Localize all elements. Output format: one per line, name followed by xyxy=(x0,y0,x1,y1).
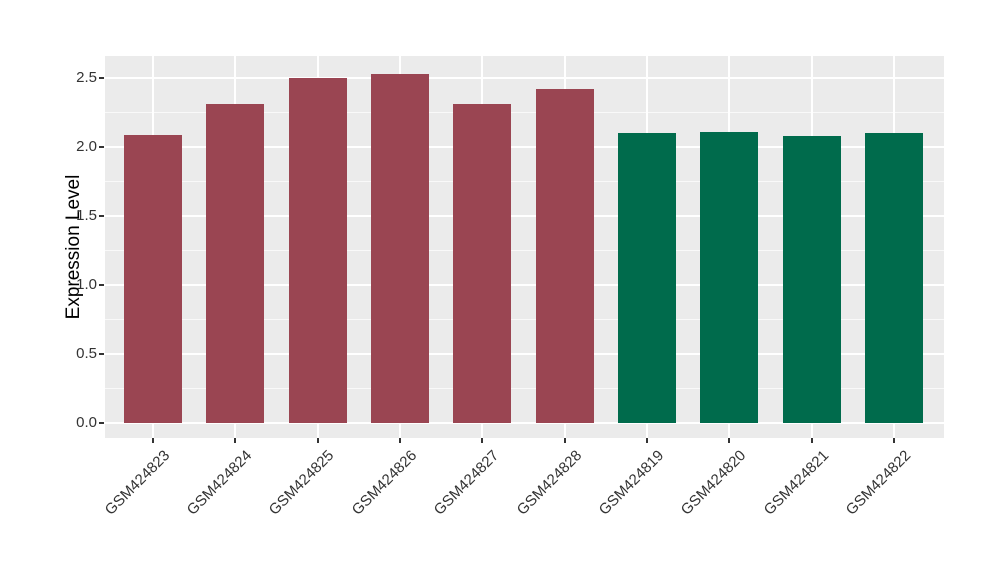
bar xyxy=(371,73,430,423)
x-tick-mark xyxy=(316,438,319,443)
x-tick-label: GSM424823 xyxy=(101,447,174,519)
bar xyxy=(782,135,841,423)
plot-panel xyxy=(105,56,944,438)
major-gridline xyxy=(105,422,944,424)
bar xyxy=(124,134,182,423)
x-tick-mark xyxy=(810,438,813,443)
y-tick-label: 0.0 xyxy=(76,414,97,431)
y-tick-label: 0.5 xyxy=(76,345,97,362)
y-tick-label: 2.0 xyxy=(76,138,97,155)
bar xyxy=(700,131,759,423)
bar xyxy=(535,89,594,423)
bar xyxy=(865,133,924,423)
y-axis-title: Expression Level xyxy=(63,174,84,320)
y-tick-label: 1.5 xyxy=(76,207,97,224)
minor-gridline xyxy=(105,112,944,113)
x-tick-label: GSM424826 xyxy=(348,447,421,519)
y-tick-mark xyxy=(99,146,104,148)
y-tick-mark xyxy=(99,215,104,217)
x-tick-label: GSM424827 xyxy=(430,447,503,519)
bar xyxy=(618,133,677,423)
x-tick-label: GSM424824 xyxy=(183,447,256,519)
y-tick-label: 1.0 xyxy=(76,276,97,293)
major-gridline xyxy=(105,284,944,286)
major-gridline xyxy=(105,353,944,355)
minor-gridline xyxy=(105,388,944,389)
x-tick-mark xyxy=(399,438,402,443)
bar xyxy=(453,104,512,423)
x-tick-label: GSM424828 xyxy=(513,447,585,519)
x-tick-mark xyxy=(893,438,896,443)
x-tick-mark xyxy=(152,438,154,443)
x-tick-label: GSM424820 xyxy=(677,447,750,519)
minor-gridline xyxy=(105,181,944,182)
major-gridline xyxy=(105,77,944,79)
y-tick-label: 2.5 xyxy=(76,69,97,86)
x-tick-label: GSM424825 xyxy=(266,447,338,519)
y-tick-mark xyxy=(99,284,104,286)
major-gridline xyxy=(105,215,944,217)
bar xyxy=(288,78,347,423)
x-tick-label: GSM424821 xyxy=(760,447,832,519)
x-tick-label: GSM424822 xyxy=(842,447,915,519)
y-tick-mark xyxy=(99,77,104,79)
x-tick-mark xyxy=(481,438,484,443)
x-tick-mark xyxy=(728,438,731,443)
x-tick-mark xyxy=(563,438,566,443)
x-tick-mark xyxy=(234,438,237,443)
x-tick-mark xyxy=(646,438,649,443)
bar xyxy=(206,104,265,423)
y-tick-mark xyxy=(99,353,104,355)
major-gridline xyxy=(105,146,944,148)
minor-gridline xyxy=(105,319,944,320)
minor-gridline xyxy=(105,250,944,251)
x-tick-label: GSM424819 xyxy=(595,447,668,519)
y-tick-mark xyxy=(99,422,104,424)
